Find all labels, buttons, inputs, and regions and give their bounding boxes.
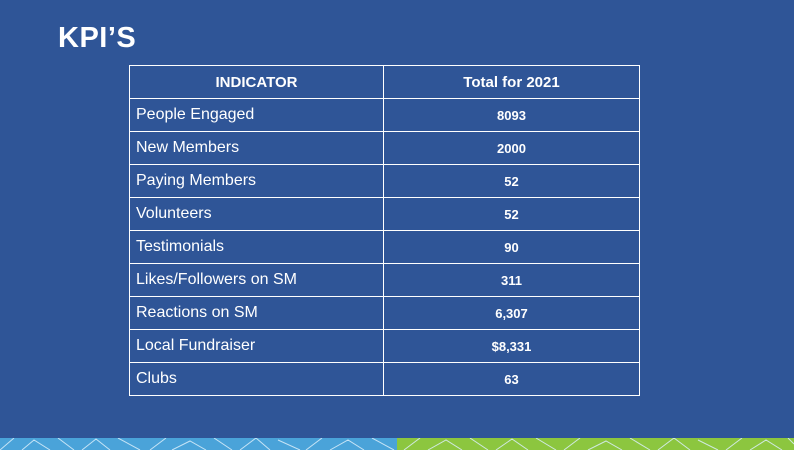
table-row: Volunteers 52 <box>129 197 640 231</box>
table-row: Local Fundraiser $8,331 <box>129 329 640 363</box>
slide-title: KPI’S <box>58 22 137 54</box>
value-cell: $8,331 <box>383 329 640 363</box>
value-cell: 90 <box>383 230 640 264</box>
table-row: Likes/Followers on SM 311 <box>129 263 640 297</box>
header-indicator: INDICATOR <box>129 65 384 99</box>
value-cell: 52 <box>383 197 640 231</box>
header-total: Total for 2021 <box>383 65 640 99</box>
indicator-cell: Likes/Followers on SM <box>129 263 384 297</box>
table-row: Clubs 63 <box>129 362 640 396</box>
value-cell: 8093 <box>383 98 640 132</box>
indicator-cell: Testimonials <box>129 230 384 264</box>
value-cell: 2000 <box>383 131 640 165</box>
indicator-cell: Volunteers <box>129 197 384 231</box>
indicator-cell: People Engaged <box>129 98 384 132</box>
table-row: Reactions on SM 6,307 <box>129 296 640 330</box>
indicator-cell: Local Fundraiser <box>129 329 384 363</box>
indicator-cell: Paying Members <box>129 164 384 198</box>
indicator-cell: New Members <box>129 131 384 165</box>
table-row: Testimonials 90 <box>129 230 640 264</box>
table-row: Paying Members 52 <box>129 164 640 198</box>
indicator-cell: Reactions on SM <box>129 296 384 330</box>
table-header-row: INDICATOR Total for 2021 <box>129 65 640 99</box>
indicator-cell: Clubs <box>129 362 384 396</box>
slide-edge <box>794 0 797 450</box>
value-cell: 52 <box>383 164 640 198</box>
value-cell: 6,307 <box>383 296 640 330</box>
kpi-table: INDICATOR Total for 2021 People Engaged … <box>129 65 640 396</box>
table-row: New Members 2000 <box>129 131 640 165</box>
table-row: People Engaged 8093 <box>129 98 640 132</box>
footer-pattern-band <box>0 438 794 450</box>
value-cell: 311 <box>383 263 640 297</box>
value-cell: 63 <box>383 362 640 396</box>
